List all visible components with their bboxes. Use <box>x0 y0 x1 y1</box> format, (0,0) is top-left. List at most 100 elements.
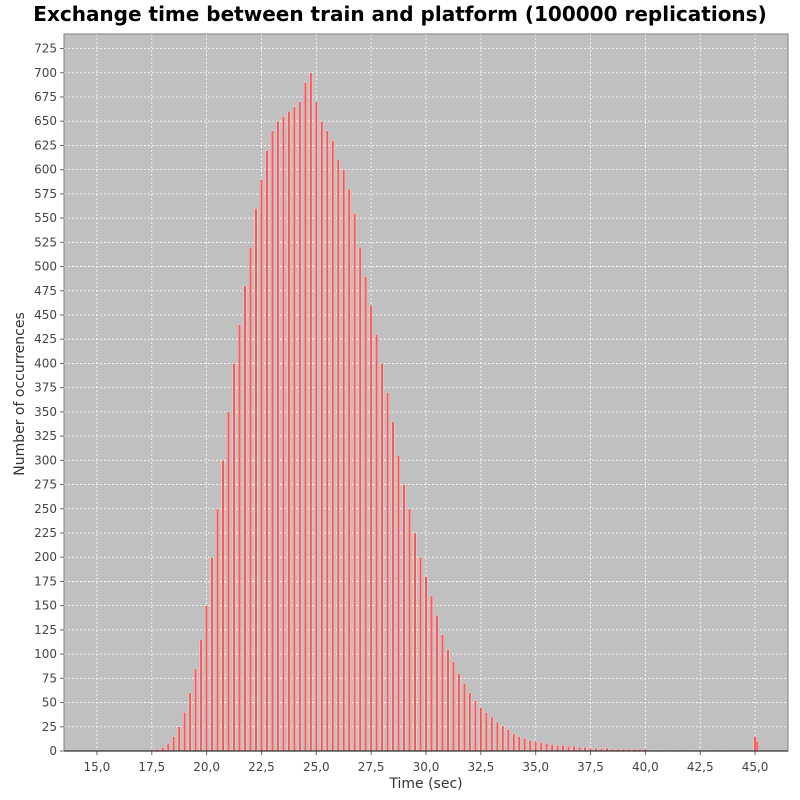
histogram-bar <box>336 159 340 752</box>
y-tick-label: 525 <box>34 235 57 249</box>
histogram-bar <box>194 668 197 752</box>
y-tick-label: 475 <box>34 284 57 298</box>
histogram-bar <box>408 508 411 752</box>
x-axis-label: Time (sec) <box>389 776 463 792</box>
y-tick-label: 725 <box>34 42 57 56</box>
y-tick-label: 200 <box>34 550 57 564</box>
histogram-bar <box>457 673 461 752</box>
histogram-bar <box>380 363 384 752</box>
histogram-bar <box>468 692 472 752</box>
x-tick-label: 37,5 <box>577 760 604 774</box>
histogram-bar <box>320 121 324 752</box>
histogram-bar <box>227 411 230 752</box>
histogram-bar <box>484 712 488 752</box>
x-tick-label: 35,0 <box>522 760 549 774</box>
histogram-bar <box>287 111 291 752</box>
y-tick-label: 400 <box>34 356 57 370</box>
y-tick-label: 225 <box>34 526 57 540</box>
x-tick-label: 27,5 <box>358 760 385 774</box>
histogram-bar <box>391 421 395 752</box>
y-tick-label: 325 <box>34 429 57 443</box>
histogram-bar <box>572 746 576 752</box>
y-tick-label: 700 <box>34 66 57 80</box>
histogram-bar <box>303 82 307 752</box>
histogram-bar <box>293 106 296 752</box>
y-tick-label: 300 <box>34 453 57 467</box>
y-tick-label: 650 <box>34 114 57 128</box>
histogram-bar <box>419 557 422 752</box>
histogram-bar <box>501 725 505 752</box>
x-axis-ticks: 15,0 17,5 20,0 22,5 25,0 27,5 30,0 32,5 35,0 37,5… <box>84 751 769 774</box>
y-tick-label: 275 <box>34 478 57 492</box>
histogram-bar <box>172 736 176 752</box>
histogram-bar <box>331 140 335 752</box>
histogram-bar <box>254 208 258 752</box>
histogram-bar <box>556 745 559 752</box>
histogram-bar <box>446 649 450 752</box>
y-tick-label: 425 <box>34 332 57 346</box>
histogram-bar <box>314 101 318 752</box>
y-tick-label: 575 <box>34 187 57 201</box>
histogram-bar <box>755 741 759 752</box>
histogram-bar <box>567 746 570 752</box>
histogram-bar <box>282 116 285 752</box>
histogram-bar <box>430 595 433 752</box>
y-tick-label: 350 <box>34 405 57 419</box>
histogram-bar <box>452 661 455 752</box>
histogram-bar <box>188 692 192 752</box>
histogram-bar <box>550 744 554 752</box>
histogram-bar <box>249 247 252 752</box>
chart-title: Exchange time between train and platform… <box>33 2 767 26</box>
y-tick-label: 625 <box>34 138 57 152</box>
y-tick-label: 600 <box>34 163 57 177</box>
y-tick-label: 450 <box>34 308 57 322</box>
histogram-bar <box>517 736 521 752</box>
histogram-bar <box>424 576 428 752</box>
histogram-bar <box>364 276 368 752</box>
histogram-bar <box>232 363 236 752</box>
histogram-bar <box>309 72 313 752</box>
histogram-bar <box>358 247 362 752</box>
histogram-bar <box>325 130 329 752</box>
histogram-bar <box>402 484 406 752</box>
x-tick-label: 42,5 <box>687 760 714 774</box>
histogram-bar <box>210 557 214 752</box>
x-tick-label: 40,0 <box>632 760 659 774</box>
histogram-bar <box>298 101 302 752</box>
y-tick-label: 500 <box>34 260 57 274</box>
bar-series <box>150 72 759 752</box>
histogram-bar <box>375 334 378 752</box>
histogram-bar <box>260 179 263 752</box>
x-tick-label: 45,0 <box>742 760 769 774</box>
histogram-bar <box>276 121 280 752</box>
y-tick-label: 0 <box>49 744 57 758</box>
histogram-bar <box>435 615 439 752</box>
x-tick-label: 20,0 <box>193 760 220 774</box>
histogram-bar <box>353 213 357 752</box>
histogram-bar <box>545 743 549 752</box>
histogram-bar <box>397 455 400 752</box>
y-tick-label: 125 <box>34 623 57 637</box>
histogram-bar <box>528 740 532 752</box>
x-tick-label: 32,5 <box>467 760 494 774</box>
y-tick-label: 550 <box>34 211 57 225</box>
histogram-bar <box>386 392 389 752</box>
histogram-bar <box>166 743 170 752</box>
histogram-bar <box>205 605 208 752</box>
y-tick-label: 25 <box>42 720 57 734</box>
histogram-bar <box>534 741 538 752</box>
histogram-bar <box>479 707 483 752</box>
histogram-bar <box>342 169 346 752</box>
histogram-bar <box>243 285 247 752</box>
histogram-bar <box>753 736 757 752</box>
histogram-bar <box>271 130 274 752</box>
y-axis-ticks: 0 25 50 75 100 125 150 175 200 225 250 275 300 325 350… <box>34 42 64 758</box>
histogram-bar <box>506 729 510 752</box>
histogram-bar <box>265 150 269 752</box>
histogram-bar <box>199 639 203 752</box>
x-tick-label: 15,0 <box>84 760 111 774</box>
histogram-bar <box>221 460 225 752</box>
histogram-bar <box>413 532 417 752</box>
histogram-bar <box>369 305 373 752</box>
y-tick-label: 100 <box>34 647 57 661</box>
